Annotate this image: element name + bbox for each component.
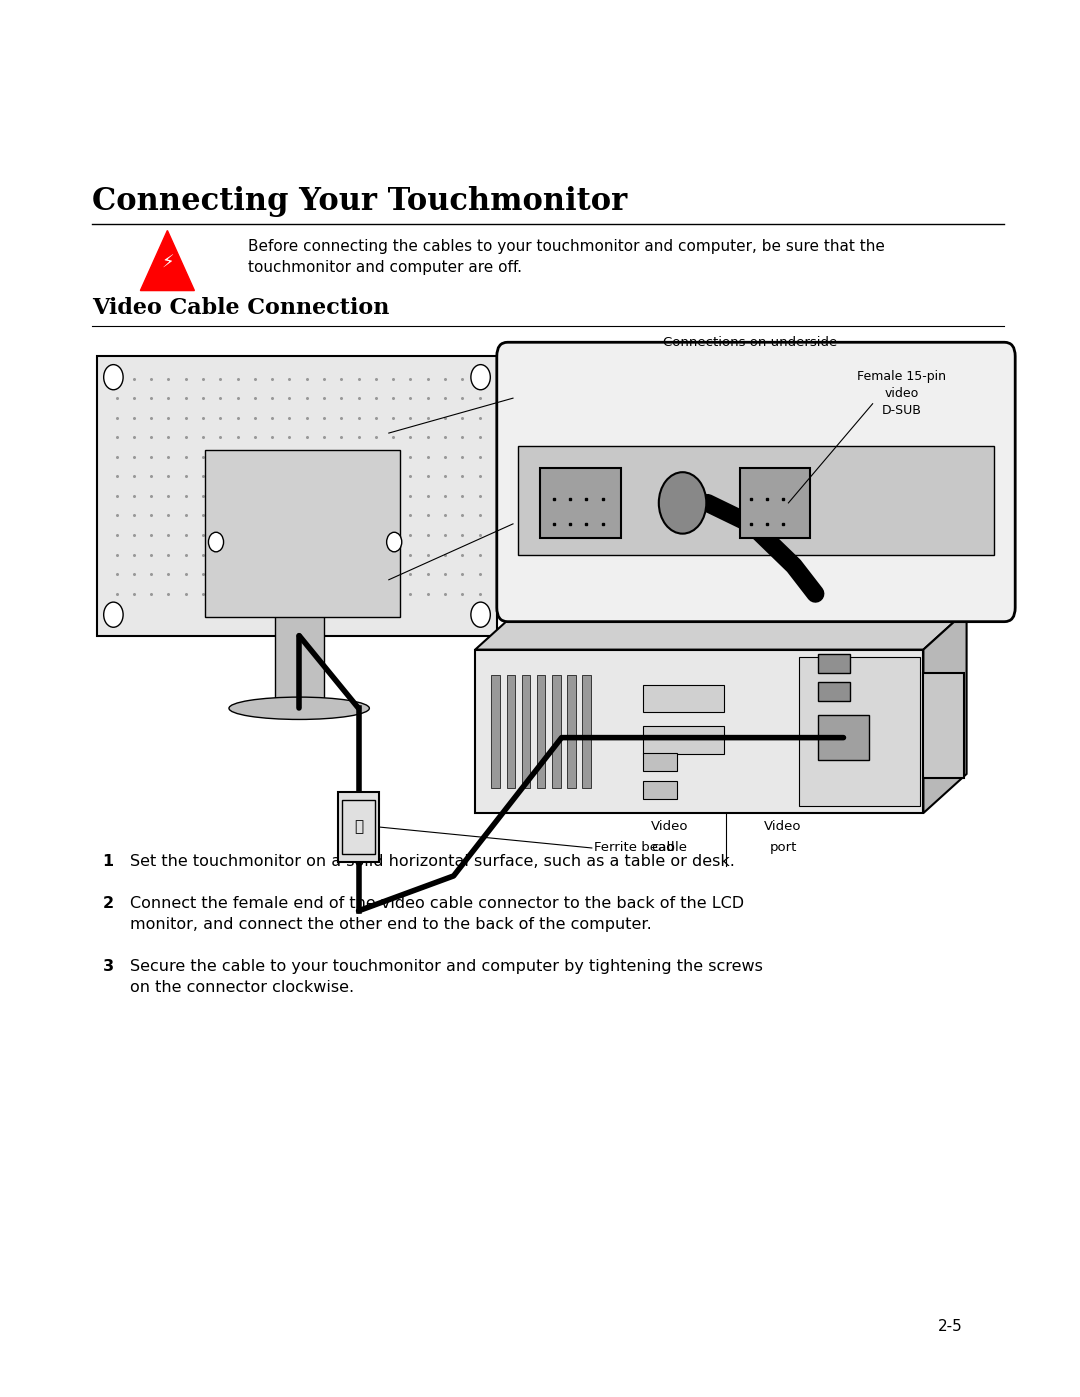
Bar xyxy=(491,675,500,788)
Circle shape xyxy=(208,532,224,552)
Bar xyxy=(567,675,576,788)
Circle shape xyxy=(471,365,490,390)
Bar xyxy=(923,673,964,778)
Bar xyxy=(799,657,920,806)
Text: Set the touchmonitor on a solid horizontal surface, such as a table or desk.: Set the touchmonitor on a solid horizont… xyxy=(130,854,734,869)
Circle shape xyxy=(104,365,123,390)
Circle shape xyxy=(104,602,123,627)
Text: monitor, and connect the other end to the back of the computer.: monitor, and connect the other end to th… xyxy=(130,916,651,932)
Bar xyxy=(552,675,561,788)
Text: Before connecting the cables to your touchmonitor and computer, be sure that the: Before connecting the cables to your tou… xyxy=(248,239,886,254)
Bar xyxy=(338,792,379,862)
Bar xyxy=(275,613,324,704)
Text: Video: Video xyxy=(765,820,801,833)
Text: Secure the cable to your touchmonitor and computer by tightening the screws: Secure the cable to your touchmonitor an… xyxy=(130,958,762,974)
Text: cable: cable xyxy=(651,841,688,854)
Text: 3: 3 xyxy=(103,958,113,974)
Circle shape xyxy=(387,532,402,552)
Text: touchmonitor and computer are off.: touchmonitor and computer are off. xyxy=(248,260,523,275)
FancyBboxPatch shape xyxy=(540,468,621,538)
Text: Connecting Your Touchmonitor: Connecting Your Touchmonitor xyxy=(92,186,627,217)
Text: video: video xyxy=(885,387,919,400)
Text: Connect the female end of the video cable connector to the back of the LCD: Connect the female end of the video cabl… xyxy=(130,895,744,911)
Bar xyxy=(475,650,923,813)
Text: port: port xyxy=(769,841,797,854)
Text: 2-5: 2-5 xyxy=(939,1319,962,1334)
Polygon shape xyxy=(923,610,967,813)
Bar xyxy=(537,675,545,788)
FancyBboxPatch shape xyxy=(818,715,869,760)
Bar xyxy=(342,800,375,854)
Circle shape xyxy=(659,472,706,534)
Bar xyxy=(507,675,515,788)
Polygon shape xyxy=(140,231,194,291)
Bar xyxy=(818,682,850,701)
Text: 2: 2 xyxy=(103,895,113,911)
Bar xyxy=(518,446,994,555)
Bar xyxy=(643,781,677,799)
Text: Video: Video xyxy=(651,820,688,833)
Bar xyxy=(205,450,400,617)
Text: Connections on underside: Connections on underside xyxy=(663,337,838,349)
Bar xyxy=(522,675,530,788)
Bar xyxy=(97,356,497,636)
Text: Female 15-pin: Female 15-pin xyxy=(858,370,946,383)
FancyBboxPatch shape xyxy=(740,468,810,538)
Text: Ferrite bead: Ferrite bead xyxy=(594,841,675,855)
Text: Video Cable Connection: Video Cable Connection xyxy=(92,296,389,319)
Bar xyxy=(818,654,850,673)
Text: on the connector clockwise.: on the connector clockwise. xyxy=(130,979,354,995)
Text: D-SUB: D-SUB xyxy=(882,404,921,416)
FancyBboxPatch shape xyxy=(497,342,1015,622)
Bar xyxy=(643,726,724,754)
Ellipse shape xyxy=(229,697,369,719)
Circle shape xyxy=(471,602,490,627)
Bar xyxy=(643,685,724,712)
Text: ⏚: ⏚ xyxy=(354,820,363,834)
Bar xyxy=(582,675,591,788)
Text: ⚡: ⚡ xyxy=(161,254,174,271)
Text: 1: 1 xyxy=(103,854,113,869)
Polygon shape xyxy=(475,610,967,650)
Bar xyxy=(643,753,677,771)
